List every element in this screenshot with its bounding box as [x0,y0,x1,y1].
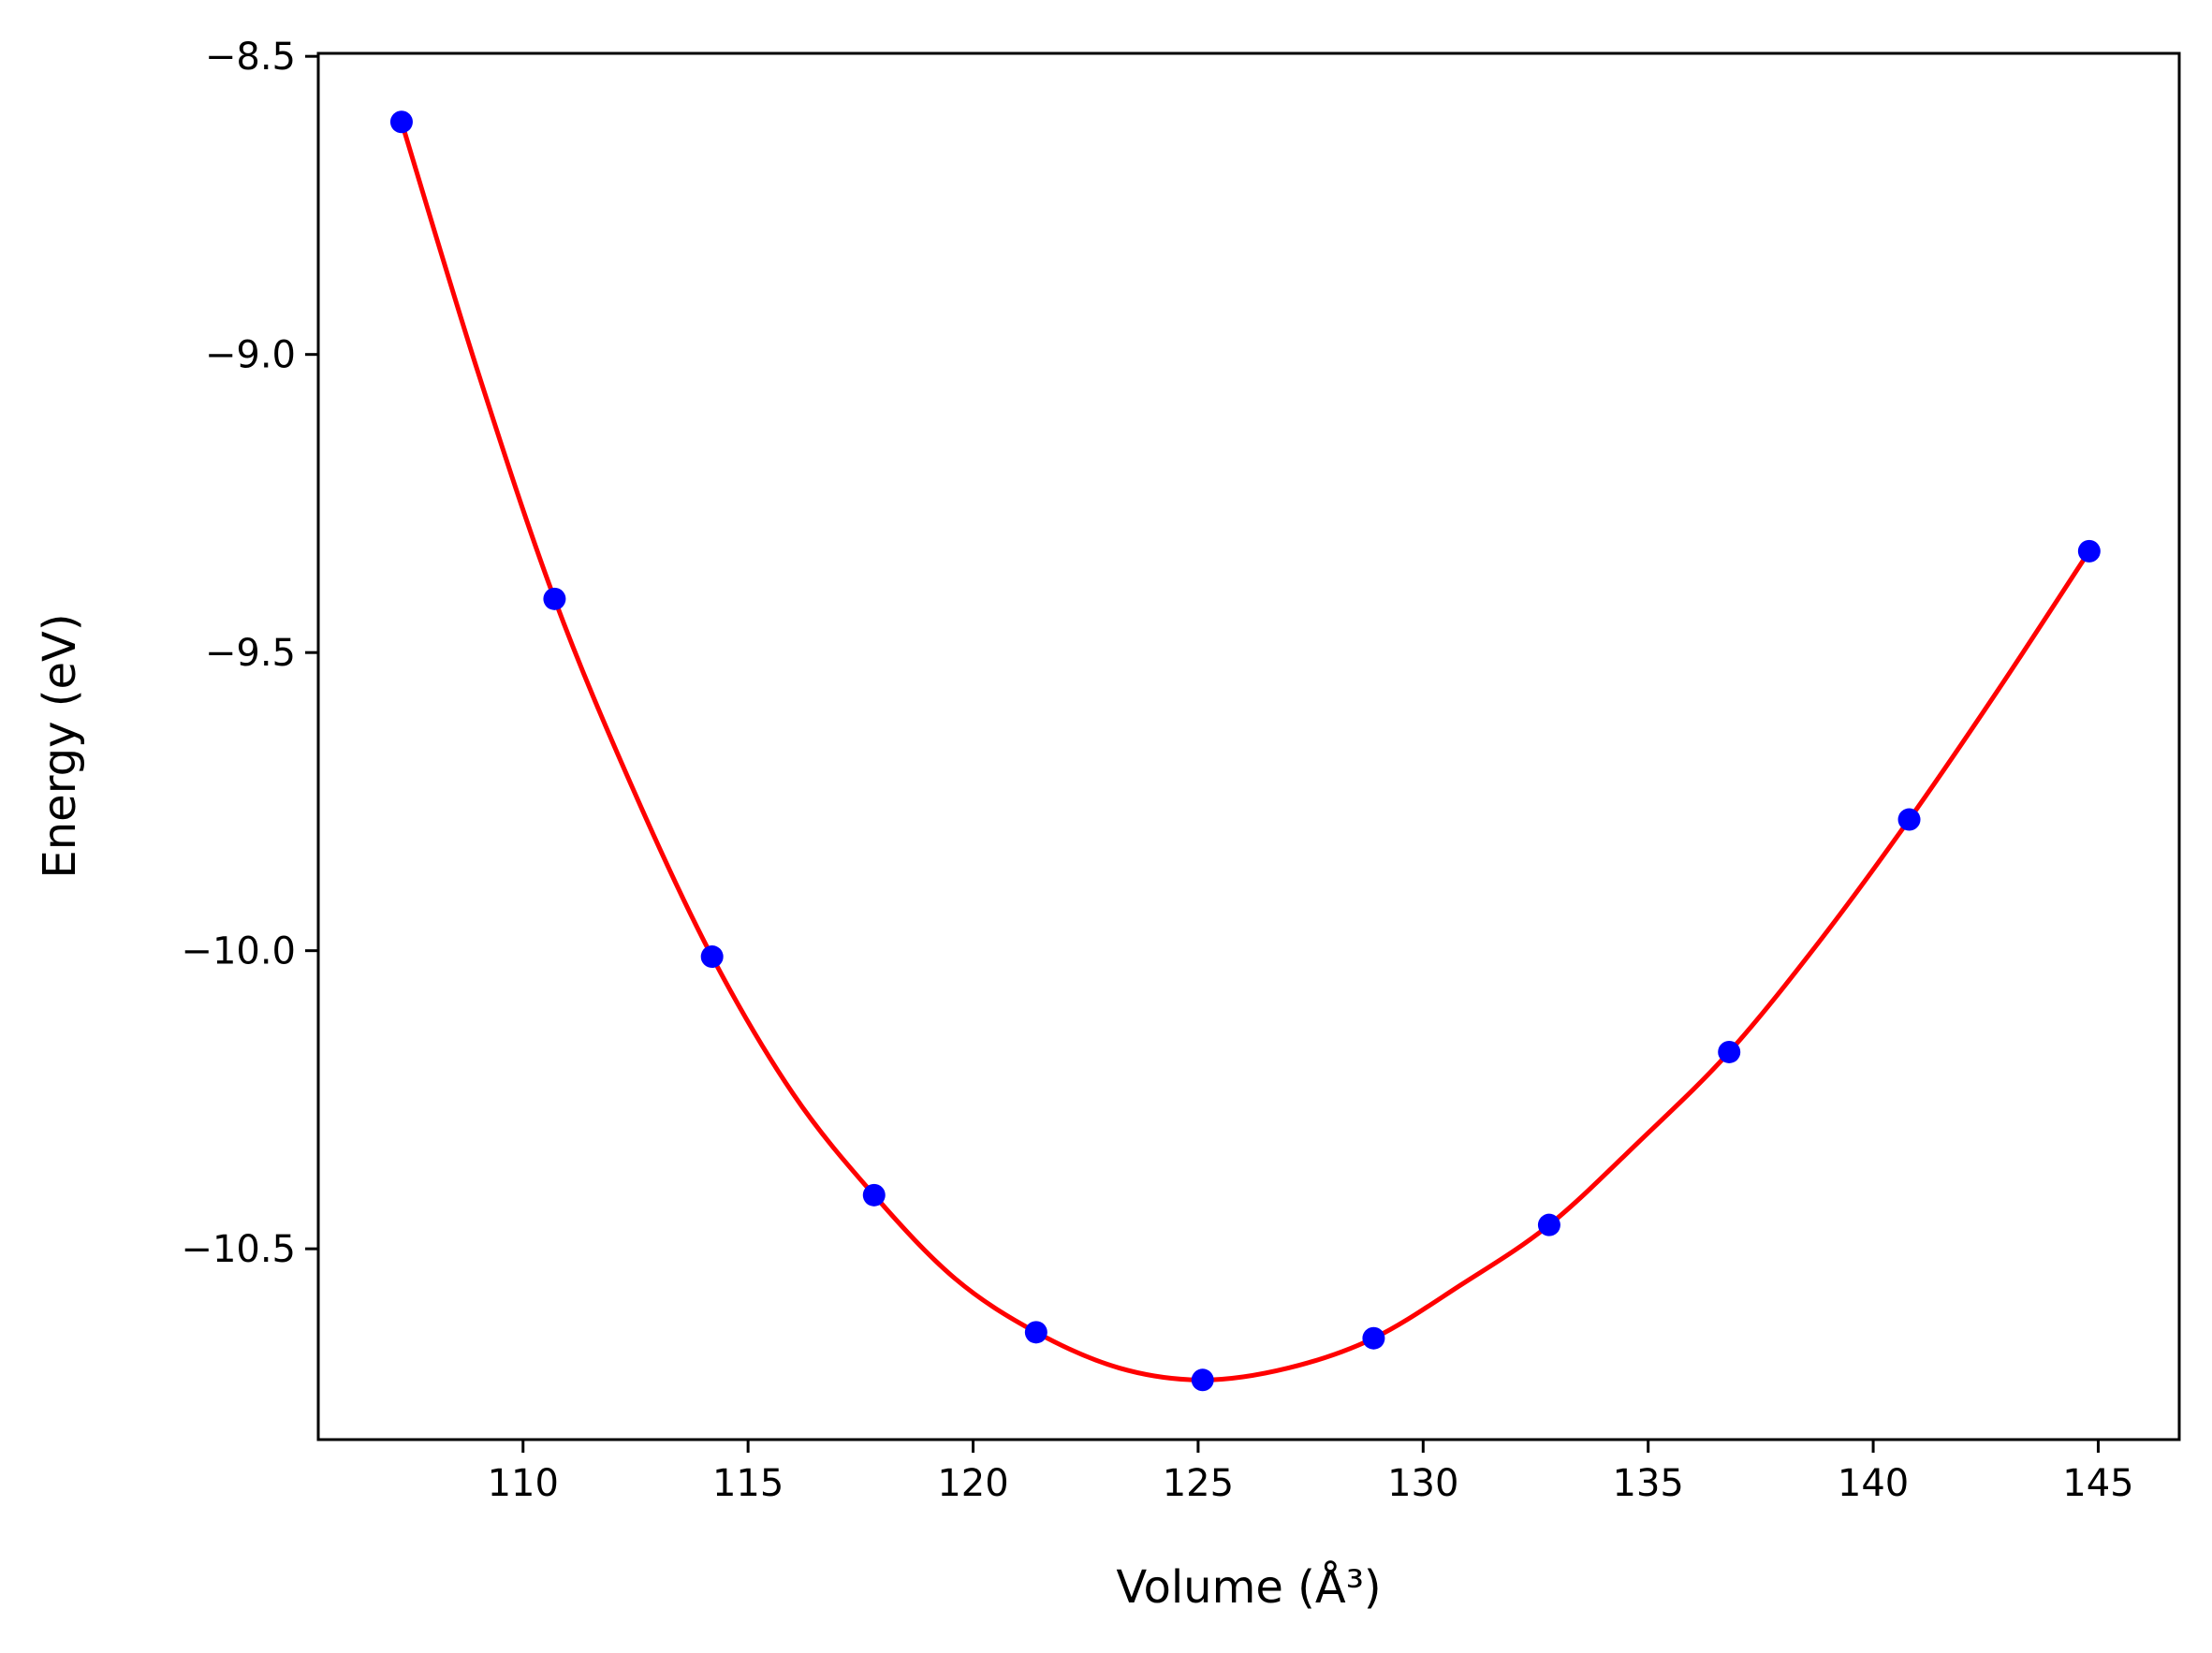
data-point [1024,1321,1047,1344]
x-axis-label: Volume (Å³) [1116,1560,1381,1614]
x-tick-label: 140 [1838,1462,1909,1505]
y-tick-label: −9.5 [205,632,296,675]
data-point [700,945,724,969]
plot-frame [316,51,2181,1441]
x-tick-label: 135 [1613,1462,1684,1505]
y-axis: −8.5 −9.0 −9.5 −10.0 −10.5 [181,36,318,1271]
x-tick-label: 110 [488,1462,559,1505]
series-layer [389,110,2101,1392]
x-tick-label: 145 [2062,1462,2133,1505]
data-point [2077,539,2101,563]
data-point [1897,808,1921,831]
x-tick-label: 115 [712,1462,784,1505]
x-tick-label: 130 [1387,1462,1458,1505]
fit-curve-line [399,119,2092,1382]
data-point [1537,1213,1560,1236]
data-point [543,587,566,610]
y-axis-label: Energy (eV) [34,613,86,878]
x-tick-label: 120 [937,1462,1008,1505]
y-tick-label: −9.0 [205,334,296,377]
y-tick-label: −10.0 [181,930,296,973]
data-point [1191,1368,1214,1392]
data-point [1362,1326,1385,1350]
data-point [1718,1040,1741,1063]
data-point [389,110,413,134]
x-tick-label: 125 [1163,1462,1234,1505]
y-tick-label: −10.5 [181,1228,296,1271]
y-tick-label: −8.5 [205,36,296,79]
x-axis: 110 115 120 125 130 135 140 145 [488,1440,2134,1505]
data-point [862,1183,886,1207]
